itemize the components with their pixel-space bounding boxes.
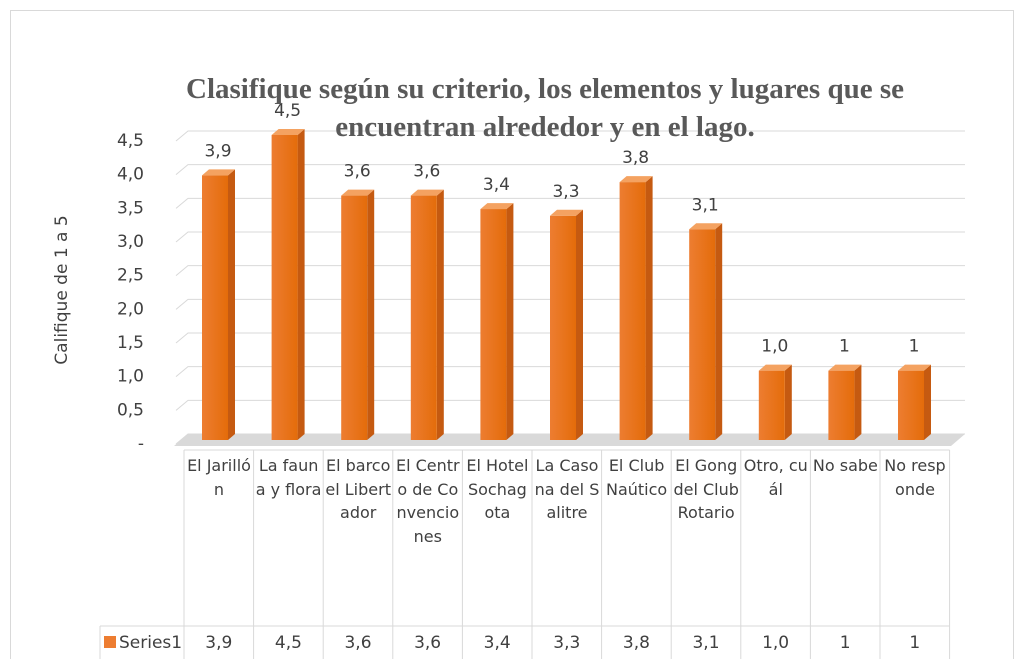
bar-side	[854, 364, 862, 440]
bar-side	[297, 129, 305, 440]
bar-front	[410, 195, 437, 440]
category-label: El Centro de Convenciones	[395, 456, 460, 546]
chart-border	[10, 10, 1014, 659]
table-value: 1,0	[762, 633, 789, 653]
bar	[619, 176, 653, 440]
bar	[550, 209, 583, 440]
bar-front	[341, 195, 368, 440]
data-label: 3,6	[344, 162, 371, 182]
y-tick-label: 3,5	[117, 198, 144, 218]
data-label: 4,5	[274, 101, 301, 121]
category-label: El Jarillón	[187, 456, 251, 499]
chart-title: Clasifique según su criterio, los elemen…	[186, 73, 904, 143]
bar-side	[367, 189, 375, 440]
grid-line	[175, 130, 965, 142]
data-label: 3,8	[622, 148, 649, 168]
category-label: El Club Naútico	[605, 456, 668, 499]
bar-top	[202, 169, 235, 176]
table-value: 3,6	[344, 633, 371, 653]
data-label: 3,1	[692, 195, 719, 215]
bar-top	[898, 364, 931, 371]
bar	[828, 364, 862, 440]
grid-line	[175, 197, 965, 209]
table-value: 3,6	[414, 633, 441, 653]
grid-line	[175, 164, 965, 176]
bar-top	[410, 189, 444, 196]
bar-side	[436, 189, 444, 440]
legend-label: Series1	[119, 633, 182, 653]
y-tick-label: 1,0	[117, 367, 144, 387]
bar	[480, 203, 514, 440]
bar-top	[689, 223, 723, 230]
bar	[758, 364, 792, 440]
bar-front	[619, 182, 646, 440]
bar-side	[645, 176, 653, 440]
bar	[202, 169, 235, 440]
category-label: La fauna y flora	[255, 456, 322, 499]
y-tick-label: 2,0	[117, 299, 144, 319]
table-value: 3,9	[205, 633, 232, 653]
category-label: Otro, cuál	[743, 456, 808, 499]
table-value: 3,1	[692, 633, 719, 653]
table-value: 4,5	[275, 633, 302, 653]
y-tick-label: 3,0	[117, 232, 144, 252]
bar-front	[898, 370, 924, 440]
bar-top	[341, 189, 375, 196]
bar-side	[924, 364, 931, 440]
bar-side	[576, 209, 583, 440]
y-tick-label: 0,5	[117, 400, 144, 420]
category-label: La Casona del Salitre	[534, 456, 600, 522]
y-tick-label: 4,0	[117, 165, 144, 185]
bar-front	[550, 215, 576, 440]
bar-front	[480, 209, 507, 440]
data-label: 3,9	[204, 141, 231, 161]
bar-top	[758, 364, 792, 371]
bar-front	[828, 370, 855, 440]
bar-front	[758, 370, 785, 440]
bar-side	[715, 223, 723, 440]
data-label: 3,6	[413, 162, 440, 182]
data-label: 1,0	[761, 337, 788, 357]
bar-side	[506, 203, 514, 440]
bar-side	[784, 364, 792, 440]
bar	[898, 364, 931, 440]
bar-top	[619, 176, 653, 183]
legend-key	[104, 636, 116, 648]
category-label: No responde	[884, 456, 946, 499]
data-label: 3,4	[483, 175, 510, 195]
category-label: El Hotel Sochagota	[466, 456, 529, 522]
y-tick-label: 4,5	[117, 131, 144, 151]
bar-top	[271, 129, 305, 135]
category-label: El Gong del Club Rotario	[673, 456, 739, 522]
bar-front	[271, 135, 298, 440]
bar	[689, 223, 723, 440]
bar-front	[689, 229, 716, 440]
category-label: El barco el Libertador	[325, 456, 391, 522]
table-value: 3,3	[553, 633, 580, 653]
bar-top	[828, 364, 862, 371]
bar-side	[228, 169, 235, 440]
table-value: 3,4	[484, 633, 511, 653]
y-axis-title: Califique de 1 a 5	[52, 215, 72, 364]
bar-front	[202, 175, 228, 440]
bar	[410, 189, 444, 440]
data-label: 1	[909, 337, 920, 357]
bar	[271, 129, 305, 440]
y-tick-label: 1,5	[117, 333, 144, 353]
table-value: 1	[909, 633, 920, 653]
data-label: 1	[839, 337, 850, 357]
bar-top	[480, 203, 514, 210]
table-value: 1	[840, 633, 851, 653]
bar-top	[550, 209, 583, 216]
category-label: No sabe	[812, 456, 878, 475]
data-label: 3,3	[552, 182, 579, 202]
y-tick-label: -	[138, 434, 144, 454]
table-value: 3,8	[623, 633, 650, 653]
bar	[341, 189, 375, 440]
y-tick-label: 2,5	[117, 266, 144, 286]
